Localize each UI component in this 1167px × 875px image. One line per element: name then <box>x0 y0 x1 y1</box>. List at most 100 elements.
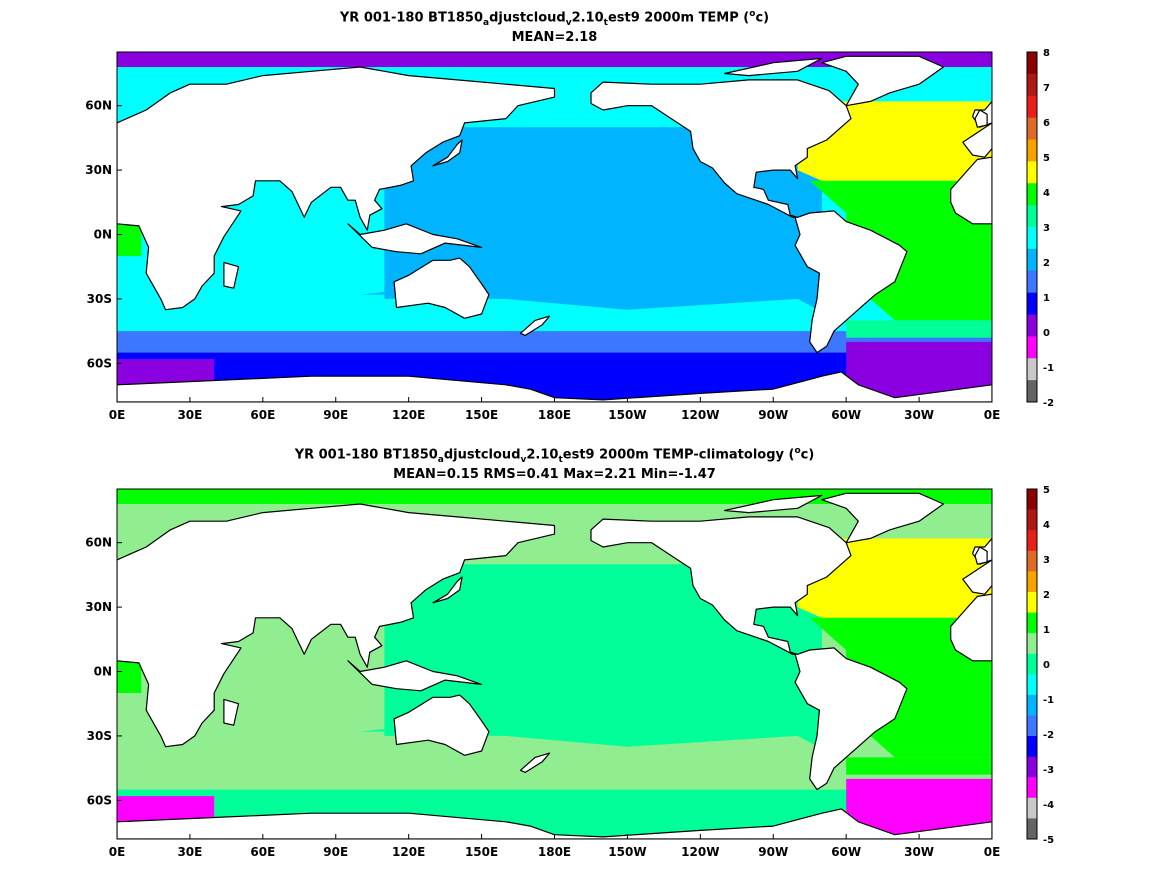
colorbar-swatch <box>1027 612 1037 634</box>
x-tick-label: 30E <box>177 845 202 859</box>
atlantic-north <box>797 538 992 629</box>
y-tick-label: 30N <box>85 600 112 614</box>
panel1-ocean-field <box>117 52 992 402</box>
land-south-america <box>794 647 908 791</box>
colorbar-label: -4 <box>1043 800 1054 811</box>
atlantic-east-edge <box>117 217 142 256</box>
colorbar-label: 4 <box>1043 520 1050 531</box>
y-tick-label: 60S <box>87 793 112 807</box>
land-uk <box>974 546 988 565</box>
land-africa-west <box>950 156 992 225</box>
colorbar-swatch <box>1027 73 1037 97</box>
land-arctic-islands <box>723 57 823 77</box>
panel1-map: 0E 30E 60E 90E 120E 150E 180E 150W 120W 90W 60W 30W… <box>85 48 1054 422</box>
colorbar-swatch <box>1027 653 1037 675</box>
colorbar-swatch <box>1027 270 1037 294</box>
x-tick-label: 60W <box>831 408 861 422</box>
y-tick-label: 60N <box>85 536 112 550</box>
colorbar-swatch <box>1027 161 1037 184</box>
colorbar-swatch <box>1027 314 1037 337</box>
colorbar-swatch <box>1027 633 1037 655</box>
colorbar-swatch <box>1027 358 1037 381</box>
colorbar-swatch <box>1027 694 1037 716</box>
land-north-america <box>590 516 852 655</box>
pacific-south-edge <box>360 288 822 312</box>
y-tick-label: 60N <box>85 99 112 113</box>
colorbar-swatch <box>1027 292 1037 315</box>
pacific-south-edge <box>360 725 822 749</box>
land-australia <box>393 257 490 319</box>
land-greenland <box>821 492 945 544</box>
land-nz <box>519 752 551 774</box>
x-tick-label: 150E <box>465 408 498 422</box>
x-tick-label: 120E <box>392 845 425 859</box>
land-indonesia <box>347 660 483 692</box>
colorbar-swatch <box>1027 248 1037 272</box>
pacific-basin <box>384 127 822 299</box>
colorbar-label: 5 <box>1043 153 1050 164</box>
colorbar-label: 8 <box>1043 48 1050 59</box>
colorbar-frame <box>1026 488 1038 840</box>
x-tick-label: 90E <box>323 408 348 422</box>
x-tick-label: 120E <box>392 408 425 422</box>
colorbar-swatch <box>1027 227 1037 250</box>
panel1-title: YR 001-180 BT1850adjustcloudv2.10test9 2… <box>339 9 770 28</box>
x-tick-label: 90E <box>323 845 348 859</box>
colorbar-label: -2 <box>1043 730 1054 741</box>
panel2-title: YR 001-180 BT1850adjustcloudv2.10test9 2… <box>294 446 815 465</box>
colorbar-swatch <box>1027 756 1037 778</box>
colorbar-label: 1 <box>1043 293 1050 304</box>
weddell-sea <box>846 341 992 402</box>
colorbar-label: 2 <box>1043 258 1050 269</box>
colorbar-label: -1 <box>1043 695 1054 706</box>
colorbar-label: -1 <box>1043 363 1054 374</box>
colorbar-label: 7 <box>1043 83 1050 94</box>
land-south-america <box>794 210 908 354</box>
pacific-basin <box>384 564 822 736</box>
land-antarctica <box>117 808 992 839</box>
panel2-ocean-field <box>117 489 992 839</box>
x-tick-label: 0E <box>984 845 1001 859</box>
x-tick-label: 90W <box>758 408 788 422</box>
x-tick-label: 30W <box>904 845 934 859</box>
y-tick-label: 30N <box>85 163 112 177</box>
x-tick-label: 150W <box>608 408 646 422</box>
atlantic-south <box>846 757 992 775</box>
colorbar-swatch <box>1027 715 1037 737</box>
colorbar-swatch <box>1027 550 1037 572</box>
y-tick-label: 0N <box>94 228 112 242</box>
land-north-america <box>590 79 852 218</box>
land-arctic-islands <box>723 494 823 514</box>
land-madagascar <box>223 698 240 726</box>
x-tick-label: 0E <box>984 408 1001 422</box>
colorbar-swatch <box>1027 183 1037 206</box>
colorbar-label: 3 <box>1043 555 1050 566</box>
colorbar-swatch <box>1027 736 1037 758</box>
land-eurasia-africa-west <box>117 503 556 748</box>
colorbar-swatch <box>1027 139 1037 162</box>
colorbar-swatch <box>1027 509 1037 531</box>
colorbar-label: 0 <box>1043 660 1050 671</box>
colorbar-swatch <box>1027 117 1037 140</box>
y-tick-label: 30S <box>87 292 112 306</box>
x-tick-label: 30E <box>177 408 202 422</box>
x-tick-label: 180E <box>538 845 571 859</box>
x-tick-label: 60E <box>250 408 275 422</box>
x-tick-label: 60E <box>250 845 275 859</box>
x-tick-label: 60W <box>831 845 861 859</box>
land-japan <box>432 576 463 604</box>
colorbar-label: 5 <box>1043 485 1050 496</box>
y-tick-label: 60S <box>87 356 112 370</box>
x-tick-label: 90W <box>758 845 788 859</box>
colorbar-label: 1 <box>1043 625 1050 636</box>
colorbar-label: -5 <box>1043 835 1054 846</box>
atlantic-south <box>846 320 992 338</box>
colorbar-swatch <box>1027 205 1037 228</box>
colorbar-swatch <box>1027 52 1037 75</box>
colorbar-swatch <box>1027 818 1037 840</box>
land-antarctica <box>117 371 992 402</box>
colorbar-label: 6 <box>1043 118 1050 129</box>
colorbar-swatch <box>1027 380 1037 403</box>
colorbar-swatch <box>1027 530 1037 552</box>
